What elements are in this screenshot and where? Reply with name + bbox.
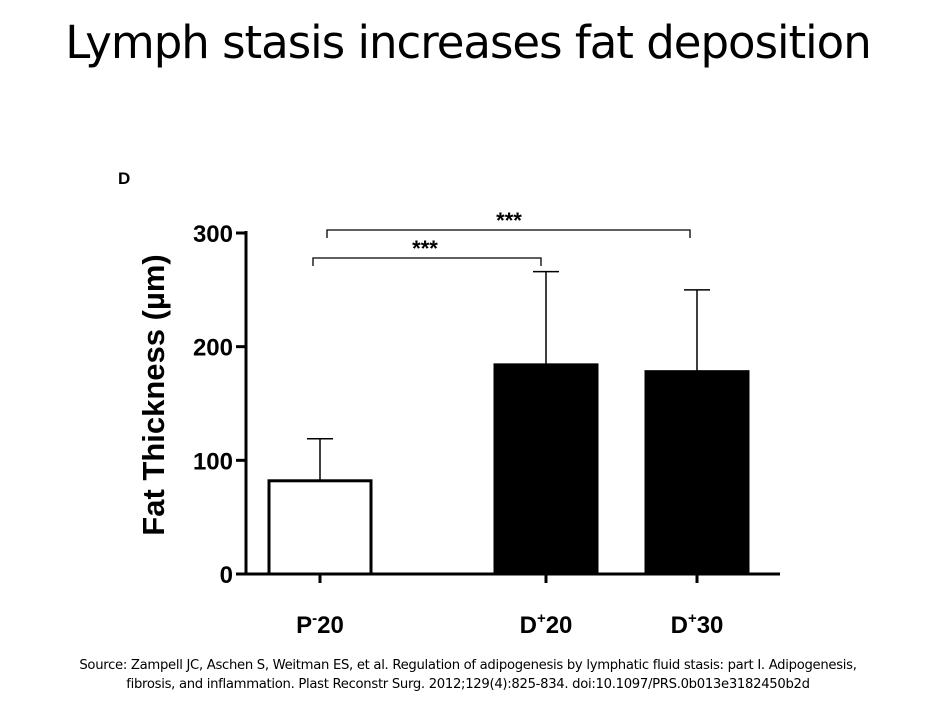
source-line-2: fibrosis, and inflammation. Plast Recons… bbox=[126, 677, 810, 692]
y-tick-label-0: 0 bbox=[220, 562, 233, 589]
source-citation: Source: Zampell JC, Aschen S, Weitman ES… bbox=[0, 656, 936, 694]
bar-0 bbox=[267, 479, 373, 576]
y-axis-label: Fat Thickness (µm) bbox=[136, 254, 171, 535]
y-tick-label-300: 300 bbox=[193, 221, 233, 248]
significance-label-1: *** bbox=[496, 208, 522, 233]
bar-1 bbox=[493, 363, 599, 576]
slide-title: Lymph stasis increases fat deposition bbox=[65, 16, 871, 69]
fat-thickness-bar-chart: D Fat Thickness (µm) 0 100 200 300 P-20 D+20 D+3… bbox=[118, 169, 780, 639]
significance-label-0: *** bbox=[412, 236, 438, 261]
significance-bracket-1 bbox=[326, 229, 691, 238]
y-tick-label-100: 100 bbox=[193, 448, 233, 475]
category-label-0: P-20 bbox=[296, 610, 344, 639]
significance-bracket-0 bbox=[312, 257, 542, 266]
bar-2 bbox=[644, 370, 750, 576]
source-line-1: Source: Zampell JC, Aschen S, Weitman ES… bbox=[79, 658, 857, 673]
panel-label: D bbox=[118, 169, 130, 188]
y-tick-label-200: 200 bbox=[193, 335, 233, 362]
category-label-1: D+20 bbox=[520, 610, 573, 639]
category-label-2: D+30 bbox=[671, 610, 724, 639]
